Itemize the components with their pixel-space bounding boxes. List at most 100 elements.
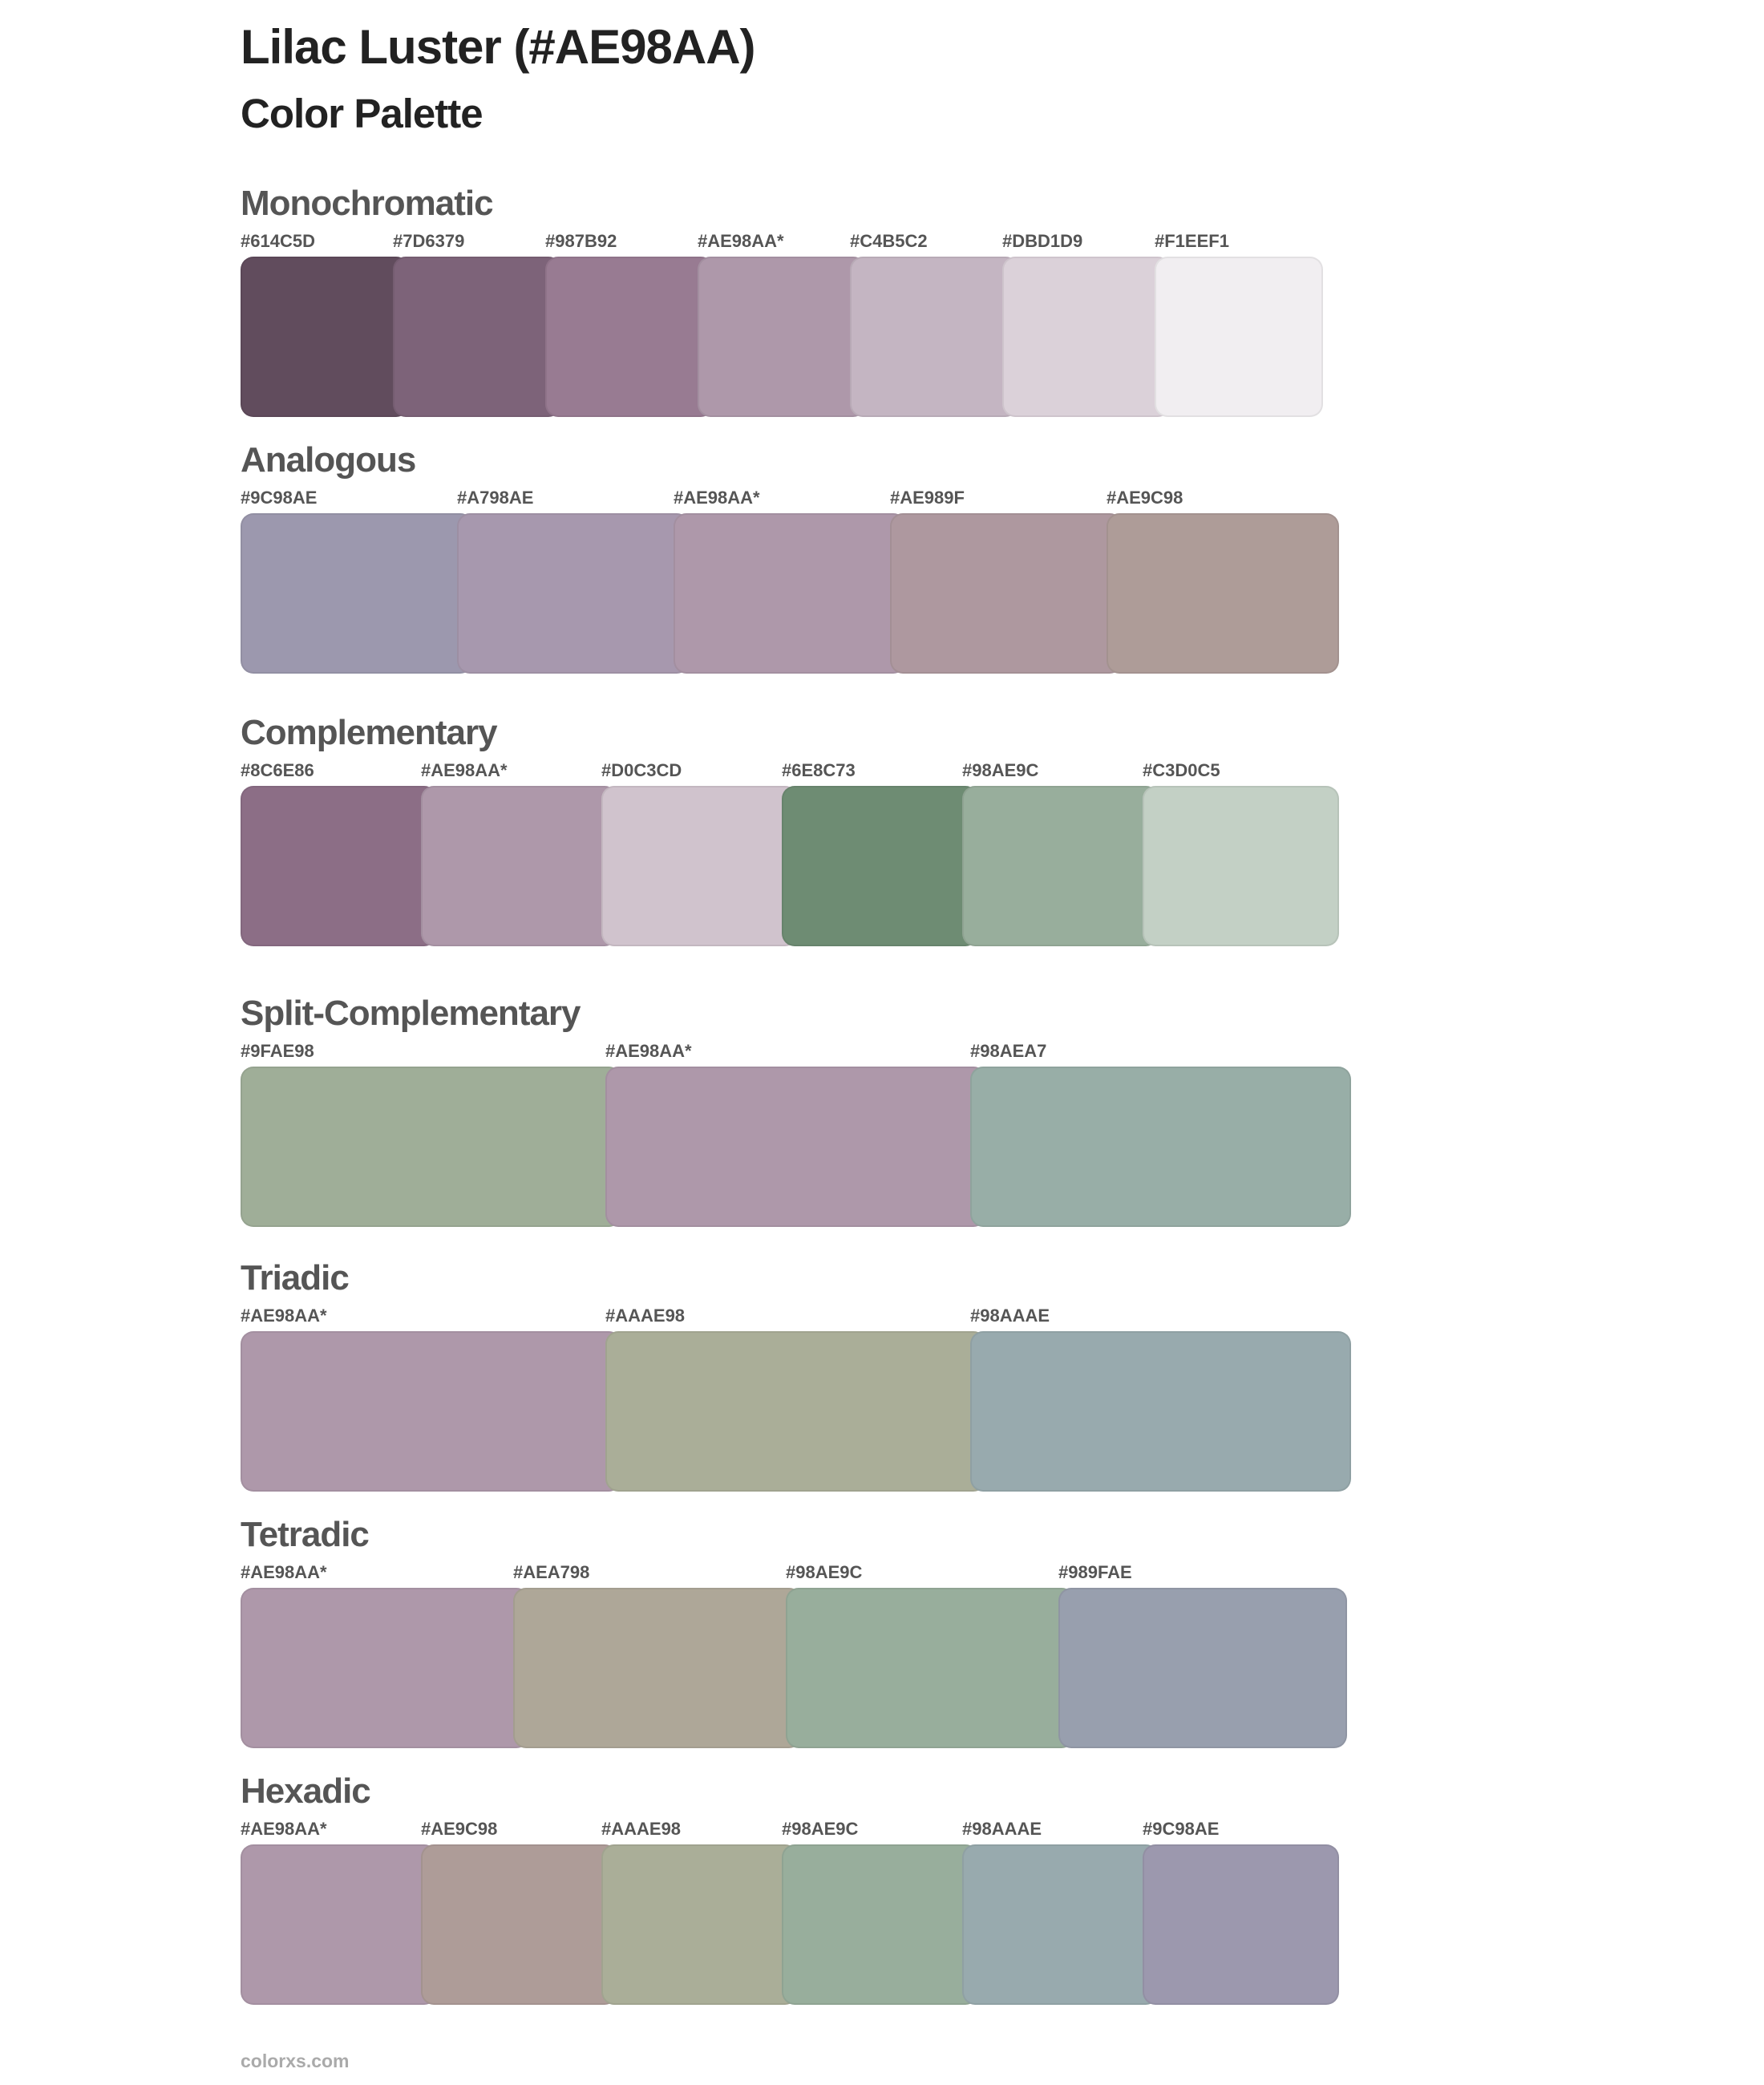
color-swatch[interactable] [1058,1588,1347,1748]
swatch-hex-label: #AAAE98 [601,1819,682,1839]
color-swatch[interactable] [457,513,690,674]
palette-section-hexadic: Hexadic #AE98AA* #AE9C98 #AAAE98 #98AE9C #98A… [241,1771,1363,2027]
swatch-item: #C4B5C2 [850,231,1018,423]
footer-site-link[interactable]: colorxs.com [241,2051,350,2071]
swatch-hex-label: #AE989F [890,488,965,508]
swatch-item: #A798AE [457,488,690,680]
section-heading: Tetradic [241,1515,370,1554]
section-heading: Complementary [241,713,498,752]
color-swatch[interactable] [970,1331,1351,1492]
palette-section-complementary: Complementary #8C6E86 #AE98AA* #D0C3CD #6E8C… [241,712,1363,969]
swatch-item: #AAAE98 [601,1819,798,2011]
swatch-item: #6E8C73 [782,760,978,953]
swatch-row: #9C98AE #A798AE #AE98AA* #AE989F #AE9C98 [241,488,1363,680]
swatch-item: #614C5D [241,231,409,423]
swatch-item: #C3D0C5 [1143,760,1339,953]
color-swatch[interactable] [605,1331,986,1492]
color-swatch[interactable] [241,513,473,674]
color-swatch[interactable] [545,257,714,417]
color-swatch[interactable] [241,1844,437,2005]
swatch-hex-label: #A798AE [457,488,534,508]
color-swatch[interactable] [241,1331,621,1492]
swatch-hex-label: #9C98AE [1143,1819,1220,1839]
swatch-hex-label: #AE98AA* [241,1562,327,1582]
swatch-item: #9C98AE [1143,1819,1339,2011]
swatch-hex-label: #8C6E86 [241,760,314,780]
color-swatch[interactable] [1155,257,1323,417]
color-swatch[interactable] [782,786,978,946]
swatch-hex-label: #98AE9C [786,1562,863,1582]
swatch-item: #D0C3CD [601,760,798,953]
color-swatch[interactable] [1143,786,1339,946]
color-swatch[interactable] [1002,257,1171,417]
color-swatch[interactable] [601,786,798,946]
swatch-hex-label: #DBD1D9 [1002,231,1083,251]
color-swatch[interactable] [241,1067,621,1227]
swatch-hex-label: #C3D0C5 [1143,760,1220,780]
swatch-hex-label: #C4B5C2 [850,231,928,251]
swatch-hex-label: #AAAE98 [605,1306,686,1326]
color-swatch[interactable] [782,1844,978,2005]
swatch-hex-label: #98AAAE [970,1306,1050,1326]
color-swatch[interactable] [970,1067,1351,1227]
swatch-item: #98AAAE [970,1306,1351,1498]
swatch-hex-label: #AE9C98 [1107,488,1183,508]
swatch-hex-label: #AEA798 [513,1562,590,1582]
swatch-hex-label: #AE98AA* [241,1306,327,1326]
swatch-item: #AE98AA* [421,760,617,953]
swatch-hex-label: #AE98AA* [605,1041,692,1061]
color-swatch[interactable] [962,786,1159,946]
swatch-hex-label: #D0C3CD [601,760,682,780]
color-swatch[interactable] [890,513,1123,674]
swatch-row: #9FAE98 #AE98AA* #98AEA7 [241,1041,1363,1233]
swatch-hex-label: #AE98AA* [421,760,508,780]
palette-section-monochromatic: Monochromatic #614C5D #7D6379 #987B92 #AE98A… [241,183,1363,439]
section-heading: Split-Complementary [241,994,581,1033]
swatch-item: #AE98AA* [605,1041,986,1233]
swatch-row: #AE98AA* #AAAE98 #98AAAE [241,1306,1363,1498]
color-swatch[interactable] [241,257,409,417]
swatch-item: #9C98AE [241,488,473,680]
color-swatch[interactable] [601,1844,798,2005]
swatch-item: #989FAE [1058,1562,1347,1755]
swatch-row: #8C6E86 #AE98AA* #D0C3CD #6E8C73 #98AE9C #C3D… [241,760,1363,953]
swatch-item: #8C6E86 [241,760,437,953]
swatch-item: #7D6379 [393,231,561,423]
color-swatch[interactable] [674,513,906,674]
swatch-item: #AE98AA* [698,231,866,423]
color-swatch[interactable] [786,1588,1074,1748]
swatch-row: #AE98AA* #AEA798 #98AE9C #989FAE [241,1562,1363,1755]
swatch-row: #614C5D #7D6379 #987B92 #AE98AA* #C4B5C2 #DBD… [241,231,1363,423]
color-swatch[interactable] [393,257,561,417]
swatch-hex-label: #AE98AA* [698,231,784,251]
palette-section-split-complementary: Split-Complementary #9FAE98 #AE98AA* #98AEA… [241,993,1363,1249]
swatch-item: #F1EEF1 [1155,231,1323,423]
color-swatch[interactable] [698,257,866,417]
color-swatch[interactable] [241,1588,529,1748]
swatch-item: #AE989F [890,488,1123,680]
color-swatch[interactable] [513,1588,802,1748]
page-subtitle: Color Palette [241,91,483,136]
swatch-hex-label: #987B92 [545,231,617,251]
swatch-hex-label: #989FAE [1058,1562,1132,1582]
color-swatch[interactable] [1143,1844,1339,2005]
color-swatch[interactable] [850,257,1018,417]
color-swatch[interactable] [962,1844,1159,2005]
swatch-item: #AE98AA* [674,488,906,680]
section-heading: Analogous [241,440,416,480]
swatch-row: #AE98AA* #AE9C98 #AAAE98 #98AE9C #98AAAE #9C9… [241,1819,1363,2011]
swatch-item: #AAAE98 [605,1306,986,1498]
color-swatch[interactable] [421,1844,617,2005]
section-heading: Triadic [241,1258,350,1298]
color-swatch[interactable] [241,786,437,946]
color-swatch[interactable] [1107,513,1339,674]
color-swatch[interactable] [421,786,617,946]
swatch-item: #9FAE98 [241,1041,621,1233]
palette-section-triadic: Triadic #AE98AA* #AAAE98 #98AAAE [241,1257,1363,1514]
swatch-hex-label: #98AE9C [782,1819,859,1839]
swatch-hex-label: #6E8C73 [782,760,856,780]
swatch-hex-label: #98AE9C [962,760,1039,780]
swatch-item: #98AAAE [962,1819,1159,2011]
color-swatch[interactable] [605,1067,986,1227]
swatch-item: #AE9C98 [421,1819,617,2011]
